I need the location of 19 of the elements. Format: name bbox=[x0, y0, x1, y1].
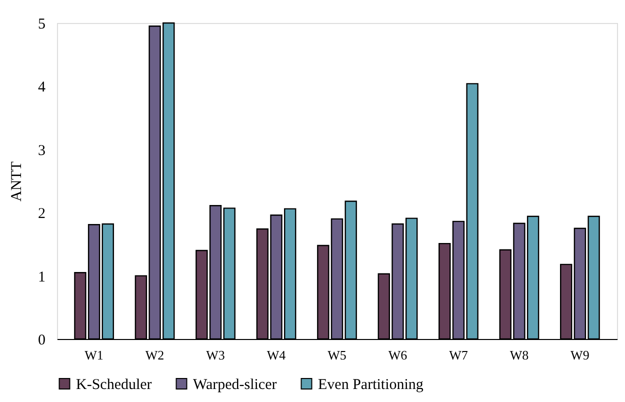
x-tick-label: W4 bbox=[266, 348, 286, 362]
x-tick-label: W5 bbox=[328, 348, 346, 362]
y-tick-label: 1 bbox=[38, 269, 46, 286]
x-tick-label: W7 bbox=[449, 348, 468, 362]
y-tick-label: 0 bbox=[38, 332, 46, 348]
y-tick-label: 4 bbox=[38, 80, 46, 96]
y-tick-label: 2 bbox=[38, 206, 46, 222]
x-tick-label: W3 bbox=[206, 348, 225, 362]
x-tick-label: W6 bbox=[388, 348, 408, 362]
x-tick-label: W1 bbox=[84, 348, 104, 362]
y-tick-label: 3 bbox=[38, 142, 46, 159]
x-tick-label: W8 bbox=[510, 348, 529, 362]
x-tick-label: W2 bbox=[145, 348, 164, 362]
legend-label: Warped-slicer bbox=[193, 376, 277, 393]
legend-label: Even Partitioning bbox=[318, 376, 424, 393]
x-tick-label: W9 bbox=[570, 348, 590, 362]
legend-label: K-Scheduler bbox=[76, 376, 152, 393]
y-axis-title: ANTT bbox=[9, 162, 25, 202]
y-tick-label: 5 bbox=[38, 16, 46, 32]
